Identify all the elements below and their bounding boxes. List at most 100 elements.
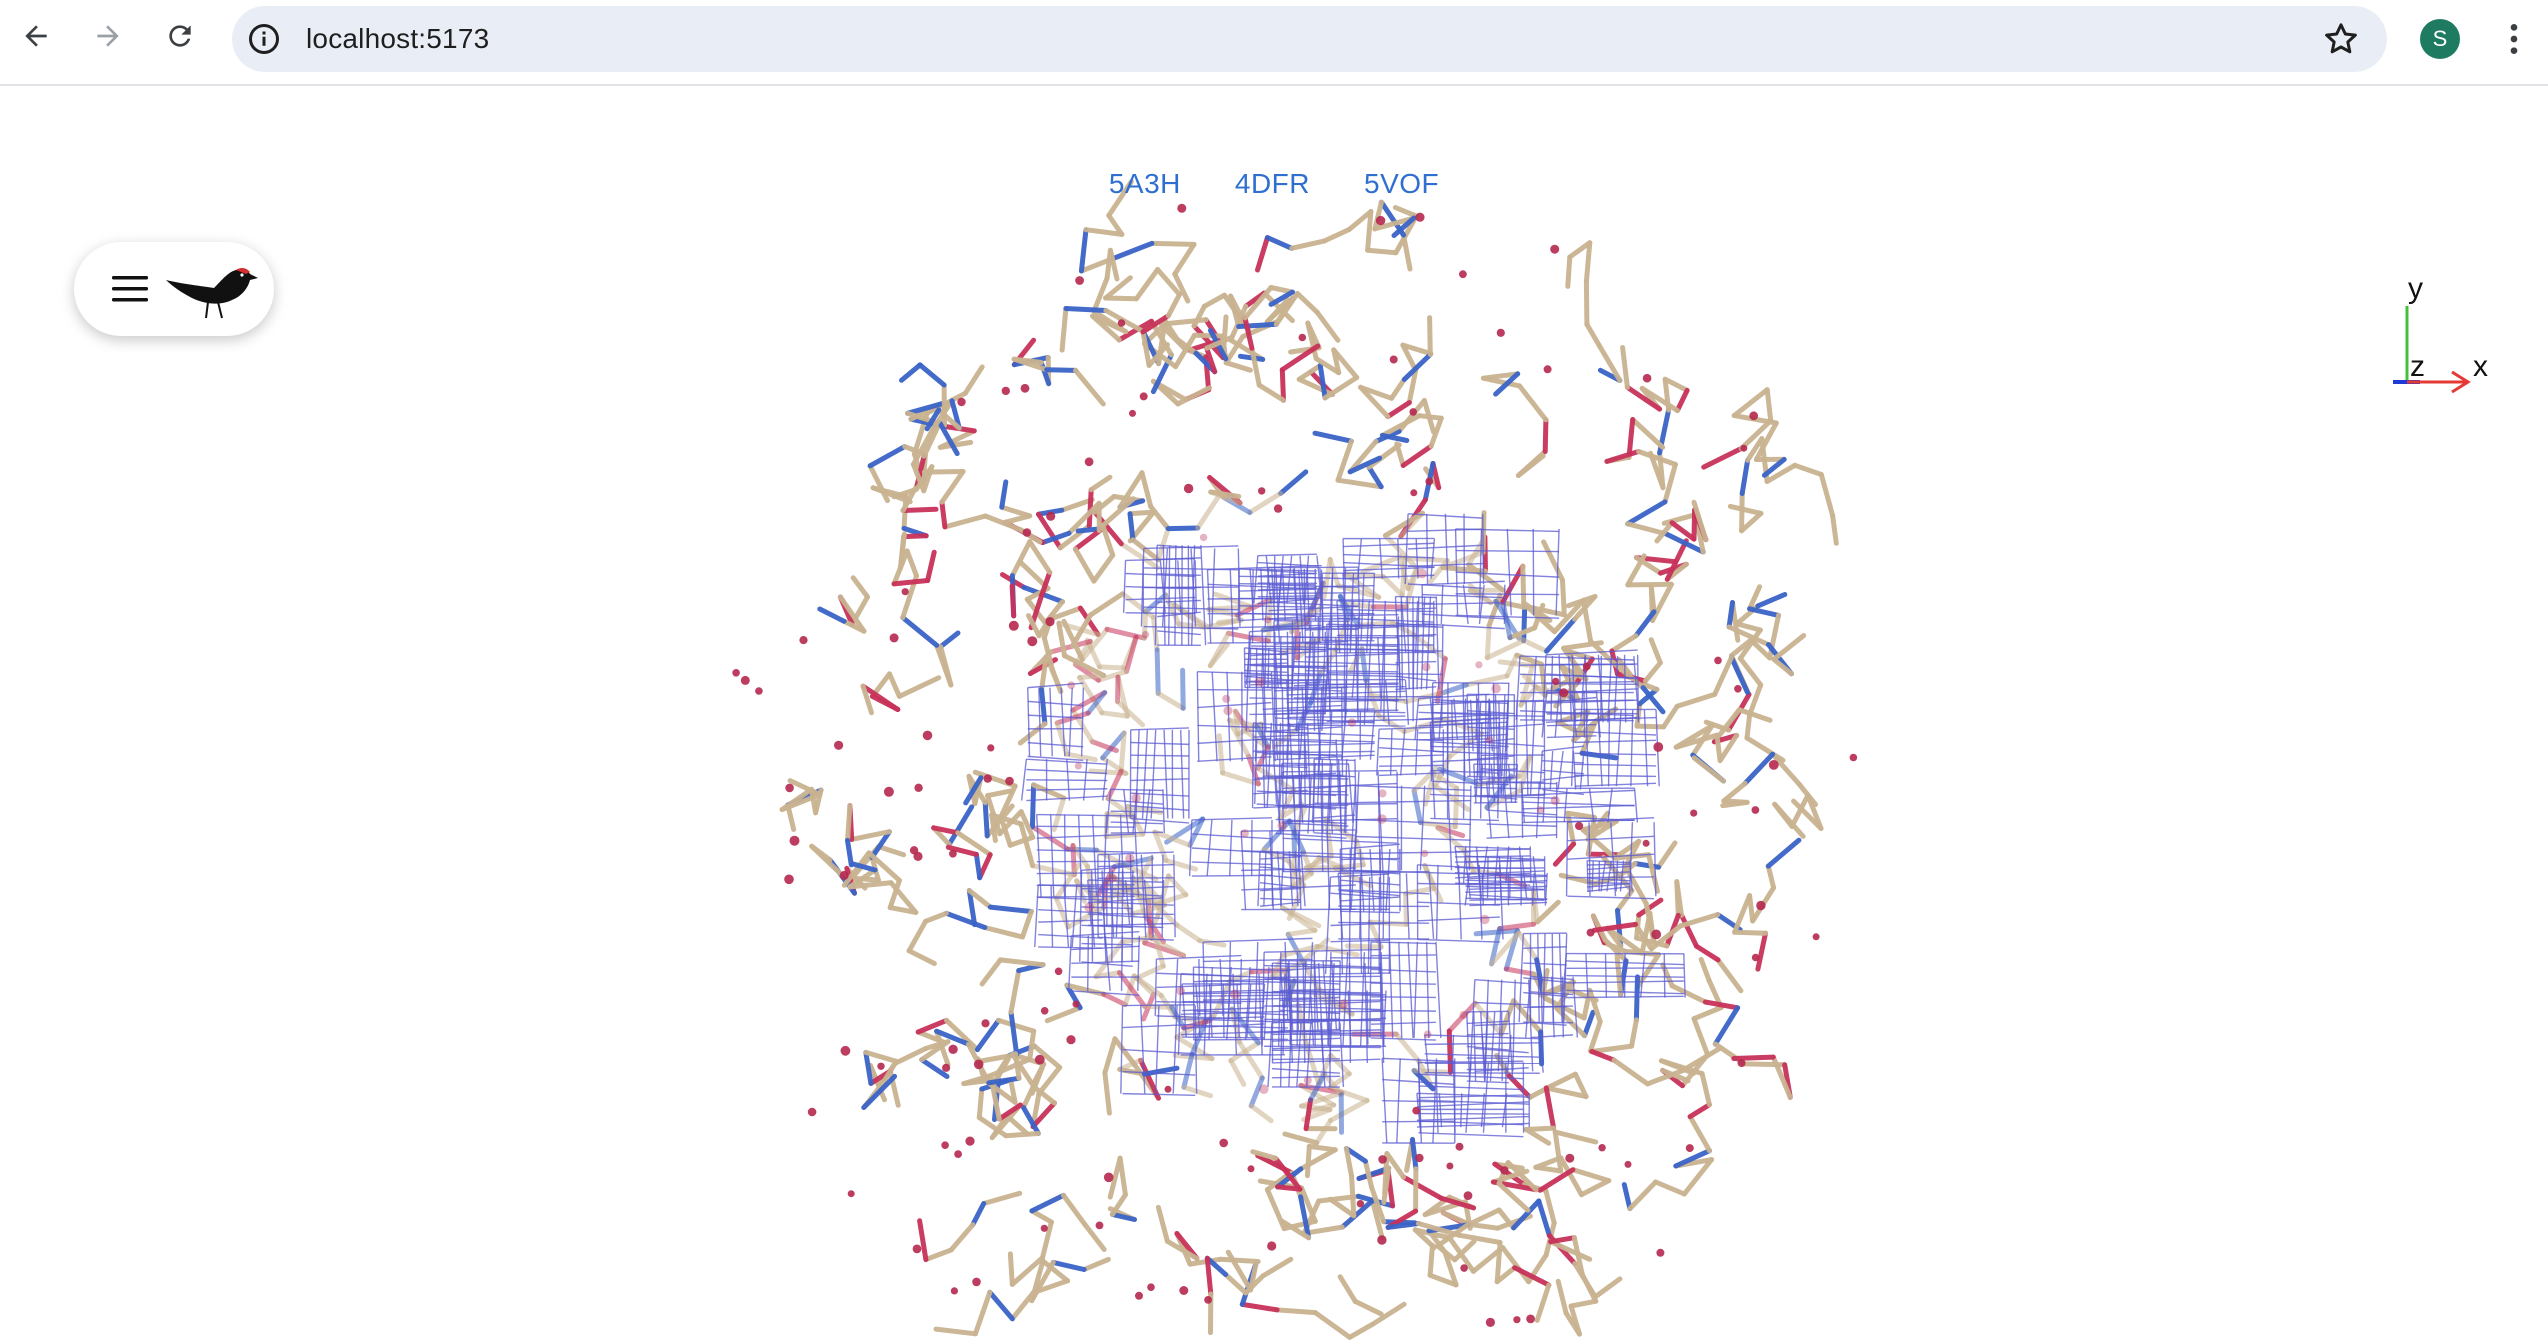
water-atom — [785, 783, 794, 793]
mesh-line — [1422, 623, 1505, 630]
mesh-line — [1663, 953, 1666, 998]
mesh-line — [1143, 606, 1239, 611]
bond — [1625, 499, 1668, 527]
bond — [1830, 513, 1839, 546]
bond — [1489, 926, 1503, 967]
bond — [1737, 627, 1763, 661]
water-atom — [1001, 386, 1010, 396]
mesh-line — [1200, 545, 1207, 646]
bond — [1747, 682, 1764, 718]
mesh-line — [1343, 553, 1435, 559]
mesh-line — [1130, 792, 1190, 797]
mesh-line — [1286, 715, 1406, 719]
mesh-line — [1207, 641, 1322, 644]
mesh-line — [1357, 567, 1361, 628]
mesh-line — [1188, 819, 1193, 877]
mesh-line — [1249, 626, 1326, 633]
mesh-line — [1610, 822, 1617, 897]
mesh-line — [1338, 921, 1430, 924]
water-atom — [1199, 533, 1208, 542]
bond — [1056, 620, 1067, 659]
water-atom — [972, 1277, 981, 1287]
bond — [976, 1086, 985, 1121]
bond — [1118, 730, 1127, 774]
mesh-line — [1125, 572, 1196, 578]
bond — [1401, 1174, 1444, 1201]
mesh-line — [1406, 596, 1410, 690]
water-atom — [981, 1019, 990, 1028]
entry-link-4dfr[interactable]: 4DFR — [1234, 168, 1311, 199]
forward-button[interactable] — [86, 14, 130, 58]
bond — [1495, 871, 1528, 889]
bond — [1298, 1194, 1312, 1241]
back-button[interactable] — [14, 14, 58, 58]
bond — [1738, 418, 1774, 451]
info-icon[interactable] — [246, 21, 282, 57]
mesh-line — [1345, 777, 1348, 834]
mesh-line — [1150, 729, 1157, 819]
entry-link-5a3h[interactable]: 5A3H — [1108, 168, 1181, 199]
mesh-line — [1327, 990, 1331, 1045]
water-atom — [1067, 681, 1076, 690]
bond — [1239, 1301, 1280, 1313]
bond — [1162, 317, 1209, 327]
url-text[interactable]: localhost:5173 — [306, 23, 490, 54]
kebab-menu-icon[interactable] — [2494, 19, 2534, 59]
bond — [850, 861, 878, 873]
mesh-line — [1097, 936, 1174, 941]
bond — [1605, 925, 1645, 956]
mesh-line — [1293, 672, 1399, 678]
water-atom — [1258, 487, 1266, 495]
molecule-viewport[interactable] — [0, 88, 2548, 1344]
mesh-line — [1574, 739, 1657, 744]
menu-button[interactable] — [74, 242, 274, 336]
bond — [866, 850, 902, 883]
mesh-line — [1329, 616, 1333, 712]
mesh-line — [1193, 1024, 1288, 1029]
bond — [1304, 1143, 1312, 1179]
bond — [1543, 1188, 1557, 1226]
mesh-line — [1486, 823, 1557, 827]
bond — [1500, 1245, 1532, 1285]
water-atom — [1740, 444, 1748, 452]
bond — [1512, 1265, 1552, 1288]
mesh-line — [1191, 861, 1273, 866]
bond — [1742, 751, 1776, 786]
bond — [1504, 652, 1520, 679]
water-atom — [1642, 839, 1650, 847]
bond — [999, 504, 1033, 519]
reload-button[interactable] — [158, 14, 202, 58]
mesh-line — [1281, 822, 1349, 827]
bond — [1736, 707, 1773, 723]
mesh-line — [1542, 759, 1584, 764]
bond — [1442, 1249, 1459, 1288]
entry-link-5vof[interactable]: 5VOF — [1364, 168, 1440, 199]
star-icon[interactable] — [2321, 19, 2361, 59]
bond — [942, 513, 988, 530]
bond — [987, 1289, 1015, 1322]
bond — [948, 1222, 976, 1253]
water-atom — [834, 740, 844, 750]
browser-toolbar: localhost:5173 S — [0, 0, 2548, 86]
bond — [1748, 637, 1773, 661]
bond — [1380, 574, 1405, 598]
address-bar[interactable]: localhost:5173 — [232, 6, 2387, 72]
bond — [1636, 897, 1664, 918]
water-atom — [1417, 568, 1427, 579]
mesh-line — [1293, 567, 1299, 628]
mesh-line — [1197, 701, 1272, 709]
bond — [887, 671, 902, 699]
mesh-line — [1036, 884, 1135, 887]
mesh-line — [1463, 698, 1467, 740]
mesh-line — [1464, 873, 1471, 906]
bond — [1661, 512, 1698, 526]
water-atom — [1690, 809, 1698, 817]
bond — [1009, 1255, 1045, 1287]
bond — [1489, 930, 1522, 967]
profile-avatar[interactable]: S — [2420, 19, 2460, 59]
mesh-line — [1348, 963, 1352, 1063]
mesh-line — [1574, 730, 1657, 736]
mesh-line — [1607, 654, 1613, 723]
molecule-canvas[interactable] — [0, 88, 2548, 1344]
mesh-line — [1529, 701, 1536, 796]
